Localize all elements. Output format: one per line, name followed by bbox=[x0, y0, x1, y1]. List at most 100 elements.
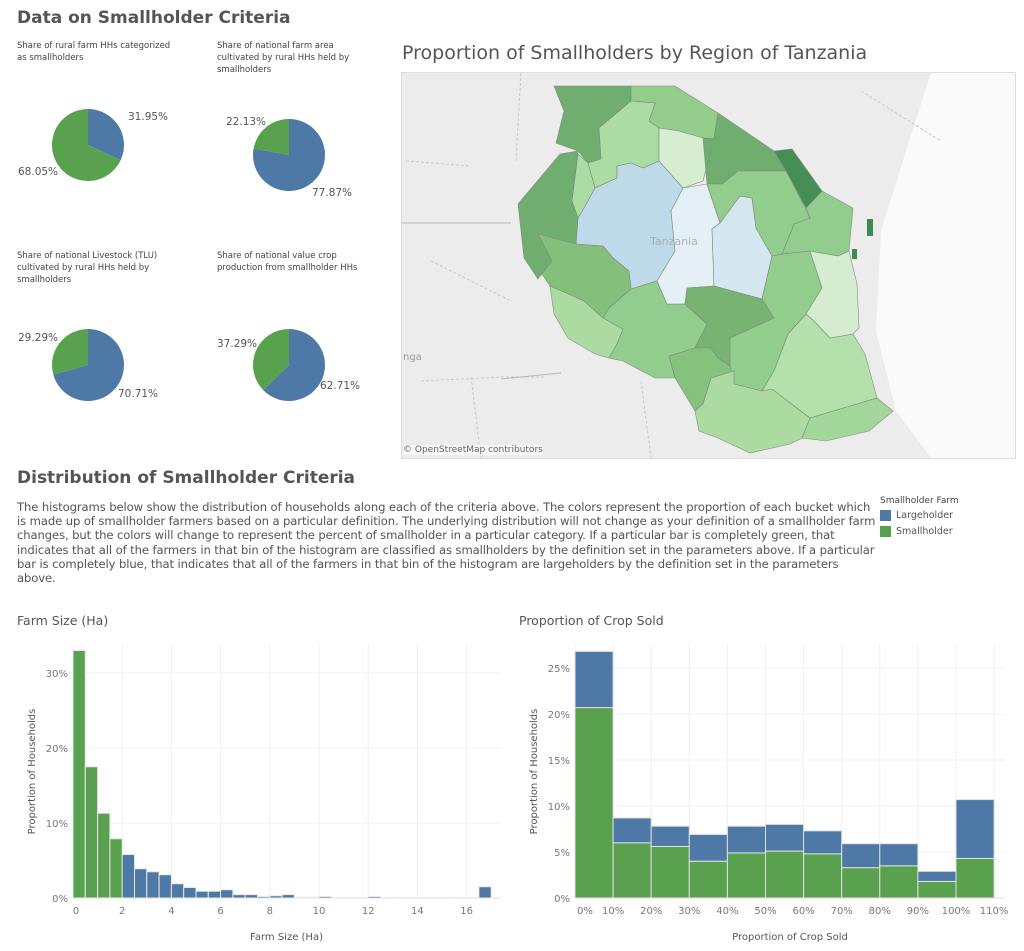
histogram-bar bbox=[257, 896, 271, 899]
pie-slice-largeholder bbox=[263, 329, 325, 401]
pie-slice-smallholder bbox=[253, 119, 289, 155]
pie-title-farm-area: Share of national farm area cultivated b… bbox=[217, 41, 350, 75]
stacked-bar-largeholder bbox=[650, 825, 690, 847]
histogram-bar bbox=[134, 868, 148, 899]
y-tick-label: 5% bbox=[554, 848, 570, 859]
map-canvas[interactable] bbox=[402, 73, 1015, 458]
map-region-island[interactable] bbox=[852, 249, 857, 259]
stacked-bar-smallholder bbox=[650, 845, 690, 899]
pie-label: 31.95% bbox=[128, 111, 169, 123]
stacked-bar-smallholder bbox=[917, 880, 957, 899]
histogram-bar bbox=[72, 650, 86, 899]
stacked-bar-smallholder bbox=[688, 860, 728, 899]
map-title: Proportion of Smallholders by Region of … bbox=[402, 42, 868, 64]
pie-slice-smallholder bbox=[51, 109, 121, 182]
map-region[interactable] bbox=[706, 170, 811, 257]
smallholder-swatch bbox=[880, 526, 891, 537]
pie-label: 37.29% bbox=[217, 338, 258, 350]
country-label: Tanzania bbox=[650, 235, 698, 248]
y-tick-label: 0% bbox=[554, 894, 570, 905]
y-tick-label: 0% bbox=[52, 894, 68, 905]
stacked-bar-largeholder bbox=[765, 823, 805, 852]
pie-slice-smallholder bbox=[253, 329, 289, 391]
histogram-bar bbox=[84, 766, 99, 899]
histogram-bar bbox=[318, 896, 332, 899]
stacked-bar-largeholder bbox=[841, 843, 881, 869]
histogram-bar bbox=[293, 896, 308, 899]
pie-label: 68.05% bbox=[18, 166, 59, 178]
x-tick-label: 0% bbox=[577, 906, 593, 917]
y-tick-label: 20% bbox=[548, 710, 570, 721]
pie-label: 77.87% bbox=[312, 187, 353, 199]
x-tick-label: 0 bbox=[73, 906, 79, 917]
y-tick-label: 25% bbox=[548, 664, 570, 675]
histogram-bar bbox=[183, 887, 197, 899]
stacked-bar-largeholder bbox=[803, 830, 843, 855]
histogram-bar bbox=[220, 889, 234, 899]
x-tick-label: 12 bbox=[362, 906, 375, 917]
legend: Smallholder Farm Largeholder Smallholder bbox=[880, 496, 959, 537]
stacked-bar-largeholder bbox=[612, 817, 652, 844]
region-map[interactable]: Tanzania nga © OpenStreetMap contributor… bbox=[401, 72, 1016, 459]
x-axis-label: Proportion of Crop Sold bbox=[732, 932, 848, 943]
histogram-bar bbox=[232, 894, 246, 899]
y-tick-label: 30% bbox=[46, 669, 68, 680]
stacked-bar-smallholder bbox=[574, 707, 614, 899]
stacked-bar-smallholder bbox=[879, 865, 919, 899]
y-tick-label: 10% bbox=[46, 819, 68, 830]
x-tick-label: 4 bbox=[168, 906, 174, 917]
pie-label: 29.29% bbox=[18, 332, 59, 344]
pie-charts bbox=[51, 109, 325, 402]
stacked-bar-largeholder bbox=[879, 843, 919, 867]
pie-title-crop-value: Share of national value crop production … bbox=[217, 251, 358, 273]
legend-item-largeholder[interactable]: Largeholder bbox=[880, 510, 959, 521]
pie-label: 70.71% bbox=[118, 388, 159, 400]
legend-item-smallholder[interactable]: Smallholder bbox=[880, 526, 959, 537]
map-credit[interactable]: © OpenStreetMap contributors bbox=[403, 445, 543, 455]
histogram-bar bbox=[170, 883, 185, 899]
y-tick-label: 20% bbox=[46, 744, 68, 755]
stacked-bar-smallholder bbox=[612, 842, 652, 899]
histogram-bar bbox=[281, 894, 295, 899]
x-tick-label: 10% bbox=[602, 906, 624, 917]
stacked-bar-smallholder bbox=[803, 853, 843, 899]
histogram-bar bbox=[244, 894, 258, 899]
pie-label: 22.13% bbox=[226, 116, 267, 128]
histogram-bar bbox=[306, 896, 320, 899]
stacked-bar-smallholder bbox=[765, 850, 805, 899]
stacked-bar-largeholder bbox=[726, 825, 767, 854]
x-tick-label: 20% bbox=[640, 906, 662, 917]
largeholder-swatch bbox=[880, 510, 891, 521]
pie-title-livestock: Share of national Livestock (TLU) cultiv… bbox=[17, 251, 158, 285]
y-axis-label: Proportion of Households bbox=[529, 709, 540, 835]
pie-slice-largeholder bbox=[88, 109, 124, 161]
map-region-island[interactable] bbox=[867, 219, 873, 236]
y-axis-label: Proportion of Households bbox=[27, 709, 38, 835]
x-tick-label: 50% bbox=[754, 906, 776, 917]
criteria-title: Data on Smallholder Criteria bbox=[17, 8, 291, 28]
map-region[interactable] bbox=[801, 397, 894, 442]
pie-slice-smallholder bbox=[52, 329, 88, 375]
map-edge-label: nga bbox=[403, 352, 422, 363]
y-tick-label: 10% bbox=[548, 802, 570, 813]
x-axis-label: Farm Size (Ha) bbox=[250, 932, 323, 943]
x-tick-label: 6 bbox=[217, 906, 223, 917]
stacked-bar-largeholder bbox=[955, 799, 995, 859]
histogram-bar bbox=[269, 895, 283, 899]
histogram-bar bbox=[158, 874, 172, 899]
legend-label: Largeholder bbox=[896, 510, 953, 521]
histogram-bar bbox=[367, 896, 382, 899]
histogram-bar bbox=[146, 871, 160, 899]
x-tick-label: 80% bbox=[869, 906, 891, 917]
legend-label: Smallholder bbox=[896, 526, 953, 537]
histogram-bar bbox=[109, 838, 123, 899]
x-tick-label: 30% bbox=[678, 906, 700, 917]
x-tick-label: 60% bbox=[792, 906, 814, 917]
stacked-bar-largeholder bbox=[574, 650, 614, 709]
y-tick-label: 15% bbox=[548, 756, 570, 767]
histogram-bar bbox=[478, 886, 492, 899]
stacked-bar-smallholder bbox=[726, 852, 767, 899]
histogram-bar bbox=[97, 812, 111, 899]
